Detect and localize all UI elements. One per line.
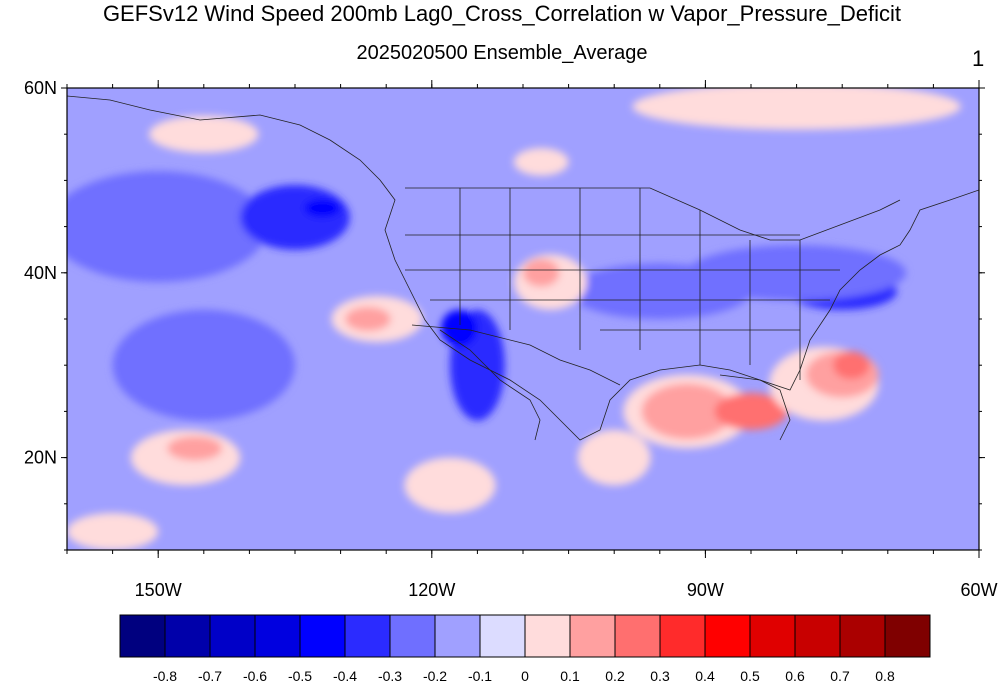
lon-tick-label: 90W bbox=[687, 580, 724, 600]
correlation-region bbox=[304, 198, 341, 218]
colorbar-swatch bbox=[839, 614, 886, 658]
map-ticks: 60N 40N 20N 150W 120W 90W 60W bbox=[24, 78, 998, 600]
correlation-region bbox=[404, 457, 496, 514]
colorbar-label: -0.5 bbox=[288, 668, 312, 682]
correlation-region bbox=[112, 309, 295, 421]
colorbar-label: 0.4 bbox=[695, 668, 715, 682]
colorbar-swatch bbox=[344, 614, 391, 658]
correlation-region bbox=[345, 306, 391, 332]
correlation-region bbox=[568, 263, 751, 319]
colorbar-swatch bbox=[659, 614, 706, 658]
lon-tick-label: 60W bbox=[960, 580, 997, 600]
colorbar-label: 0.2 bbox=[605, 668, 625, 682]
colorbar: -0.8 -0.7 -0.6 -0.5 -0.4 -0.3 -0.2 -0.1 0 0.1 0.2 0… bbox=[119, 614, 931, 682]
colorbar-swatch bbox=[614, 614, 661, 658]
colorbar-label: -0.8 bbox=[153, 668, 177, 682]
lat-tick-label: 40N bbox=[24, 263, 57, 283]
lat-tick-label: 20N bbox=[24, 448, 57, 468]
colorbar-label: 0.6 bbox=[785, 668, 805, 682]
colorbar-label: -0.3 bbox=[378, 668, 402, 682]
colorbar-label: -0.2 bbox=[423, 668, 447, 682]
colorbar-swatch bbox=[254, 614, 301, 658]
colorbar-swatch bbox=[389, 614, 436, 658]
colorbar-label: -0.7 bbox=[198, 668, 222, 682]
colorbar-swatch bbox=[299, 614, 346, 658]
correlation-region bbox=[149, 115, 259, 153]
correlation-region bbox=[523, 258, 560, 287]
correlation-region bbox=[577, 429, 651, 486]
lon-tick-label: 150W bbox=[135, 580, 182, 600]
colorbar-label: 0.3 bbox=[650, 668, 670, 682]
correlation-fields bbox=[67, 88, 961, 550]
colorbar-label: 0 bbox=[521, 668, 529, 682]
colorbar-swatch bbox=[749, 614, 796, 658]
panel-number: 1 bbox=[972, 46, 985, 71]
colorbar-swatch bbox=[119, 614, 166, 658]
colorbar-swatch bbox=[164, 614, 211, 658]
colorbar-swatch bbox=[209, 614, 256, 658]
chart-subtitle: 2025020500 Ensemble_Average bbox=[356, 42, 648, 64]
correlation-region bbox=[641, 383, 733, 440]
correlation-region bbox=[632, 88, 961, 130]
colorbar-label: -0.1 bbox=[468, 668, 492, 682]
correlation-region bbox=[833, 351, 870, 380]
colorbar-label: 0.5 bbox=[740, 668, 760, 682]
lon-tick-label: 120W bbox=[408, 580, 455, 600]
colorbar-swatch bbox=[434, 614, 481, 658]
chart-title: GEFSv12 Wind Speed 200mb Lag0_Cross_Corr… bbox=[102, 1, 902, 26]
lat-tick-label: 60N bbox=[24, 78, 57, 98]
correlation-region bbox=[67, 171, 268, 283]
colorbar-swatch bbox=[569, 614, 616, 658]
coastline-and-borders bbox=[67, 95, 979, 441]
colorbar-swatch bbox=[794, 614, 841, 658]
correlation-region bbox=[67, 513, 159, 550]
colorbar-label: -0.4 bbox=[333, 668, 357, 682]
correlation-region bbox=[240, 185, 350, 250]
correlation-region bbox=[167, 436, 223, 461]
colorbar-label: 0.8 bbox=[875, 668, 895, 682]
colorbar-swatch bbox=[479, 614, 526, 658]
correlation-region bbox=[440, 309, 478, 347]
colorbar-label: 0.7 bbox=[830, 668, 850, 682]
colorbar-label: -0.6 bbox=[243, 668, 267, 682]
correlation-region bbox=[714, 392, 788, 430]
colorbar-label: 0.1 bbox=[560, 668, 580, 682]
colorbar-swatch bbox=[524, 614, 571, 658]
colorbar-swatch bbox=[704, 614, 751, 658]
colorbar-swatch bbox=[884, 614, 931, 658]
correlation-region bbox=[513, 148, 569, 176]
